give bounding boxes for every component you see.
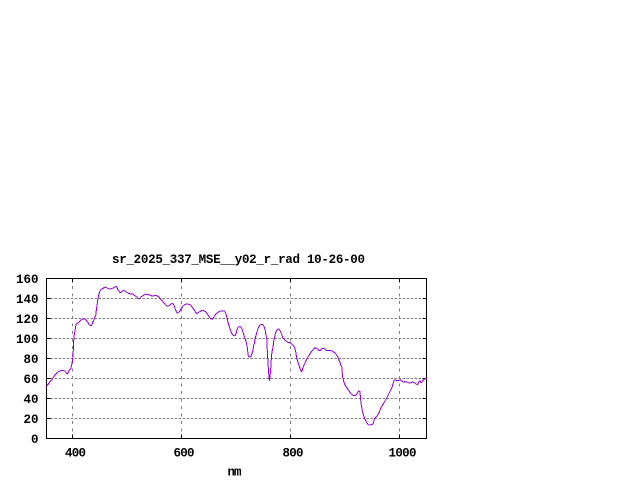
- svg-text:140: 140: [16, 293, 39, 307]
- svg-text:20: 20: [23, 413, 38, 427]
- svg-text:1000: 1000: [389, 447, 417, 461]
- svg-text:80: 80: [23, 353, 38, 367]
- svg-text:40: 40: [23, 393, 38, 407]
- svg-text:0: 0: [31, 433, 39, 447]
- svg-text:400: 400: [65, 447, 86, 461]
- svg-text:160: 160: [16, 273, 39, 287]
- svg-text:sr_2025_337_MSE__y02_r_rad 10-: sr_2025_337_MSE__y02_r_rad 10-26-00: [112, 253, 365, 267]
- svg-text:100: 100: [16, 333, 39, 347]
- svg-text:120: 120: [16, 313, 39, 327]
- svg-text:800: 800: [283, 447, 304, 461]
- svg-text:600: 600: [174, 447, 195, 461]
- svg-text:nm: nm: [228, 466, 242, 480]
- svg-text:60: 60: [23, 373, 38, 387]
